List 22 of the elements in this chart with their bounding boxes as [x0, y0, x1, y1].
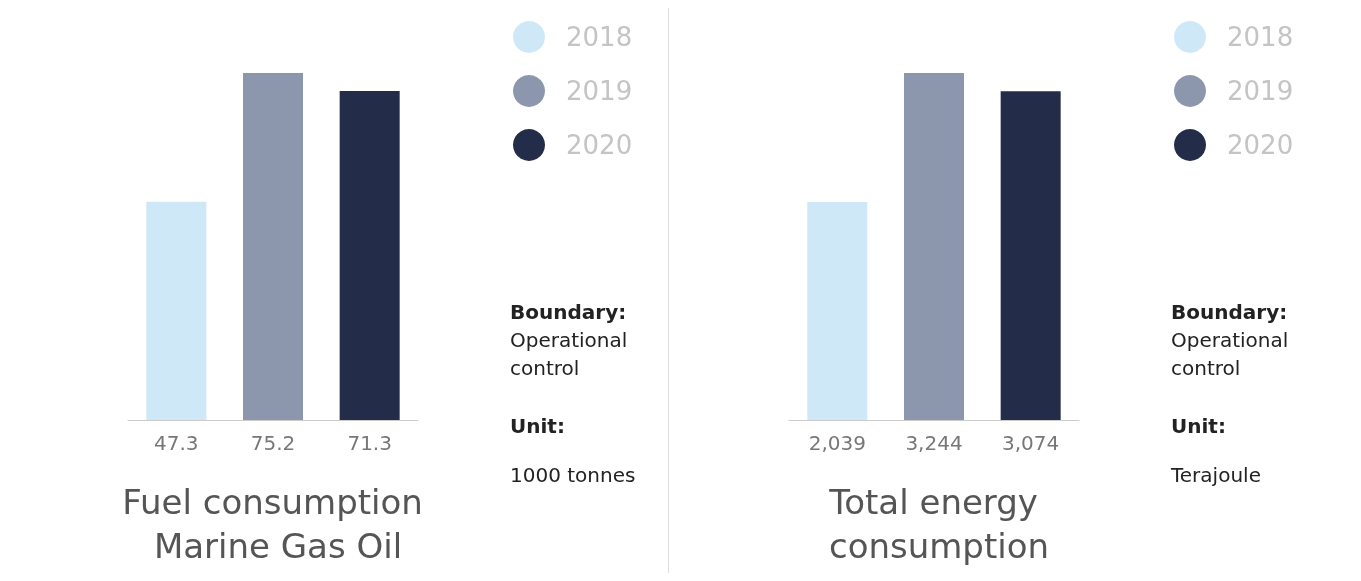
text: Fuel consumption Marine Gas Oil	[122, 482, 434, 566]
legend-label: 2019	[1227, 76, 1294, 106]
text: Unit:	[510, 414, 565, 438]
text: 1000 tonnes	[510, 463, 636, 487]
text: Operational control	[1171, 328, 1295, 380]
text: Boundary:	[1171, 300, 1288, 324]
text: Unit:	[1171, 414, 1226, 438]
data-label: 3,074	[1002, 431, 1060, 455]
text: Total energy consumption	[828, 482, 1050, 566]
data-label: 75.2	[250, 431, 296, 455]
text: Terajoule	[1170, 463, 1261, 487]
text: Operational control	[510, 328, 634, 380]
data-label: 3,244	[905, 431, 963, 455]
legend-label: 2020	[1227, 130, 1294, 160]
data-label: 2,039	[808, 431, 866, 455]
data-label: 71.3	[347, 431, 392, 455]
legend-label: 2019	[566, 76, 633, 106]
data-label: 47.3	[154, 431, 199, 455]
legend-label: 2020	[566, 130, 633, 160]
legend-label: 2018	[1227, 22, 1294, 52]
legend-label: 2018	[566, 22, 633, 52]
text: Boundary:	[510, 300, 627, 324]
